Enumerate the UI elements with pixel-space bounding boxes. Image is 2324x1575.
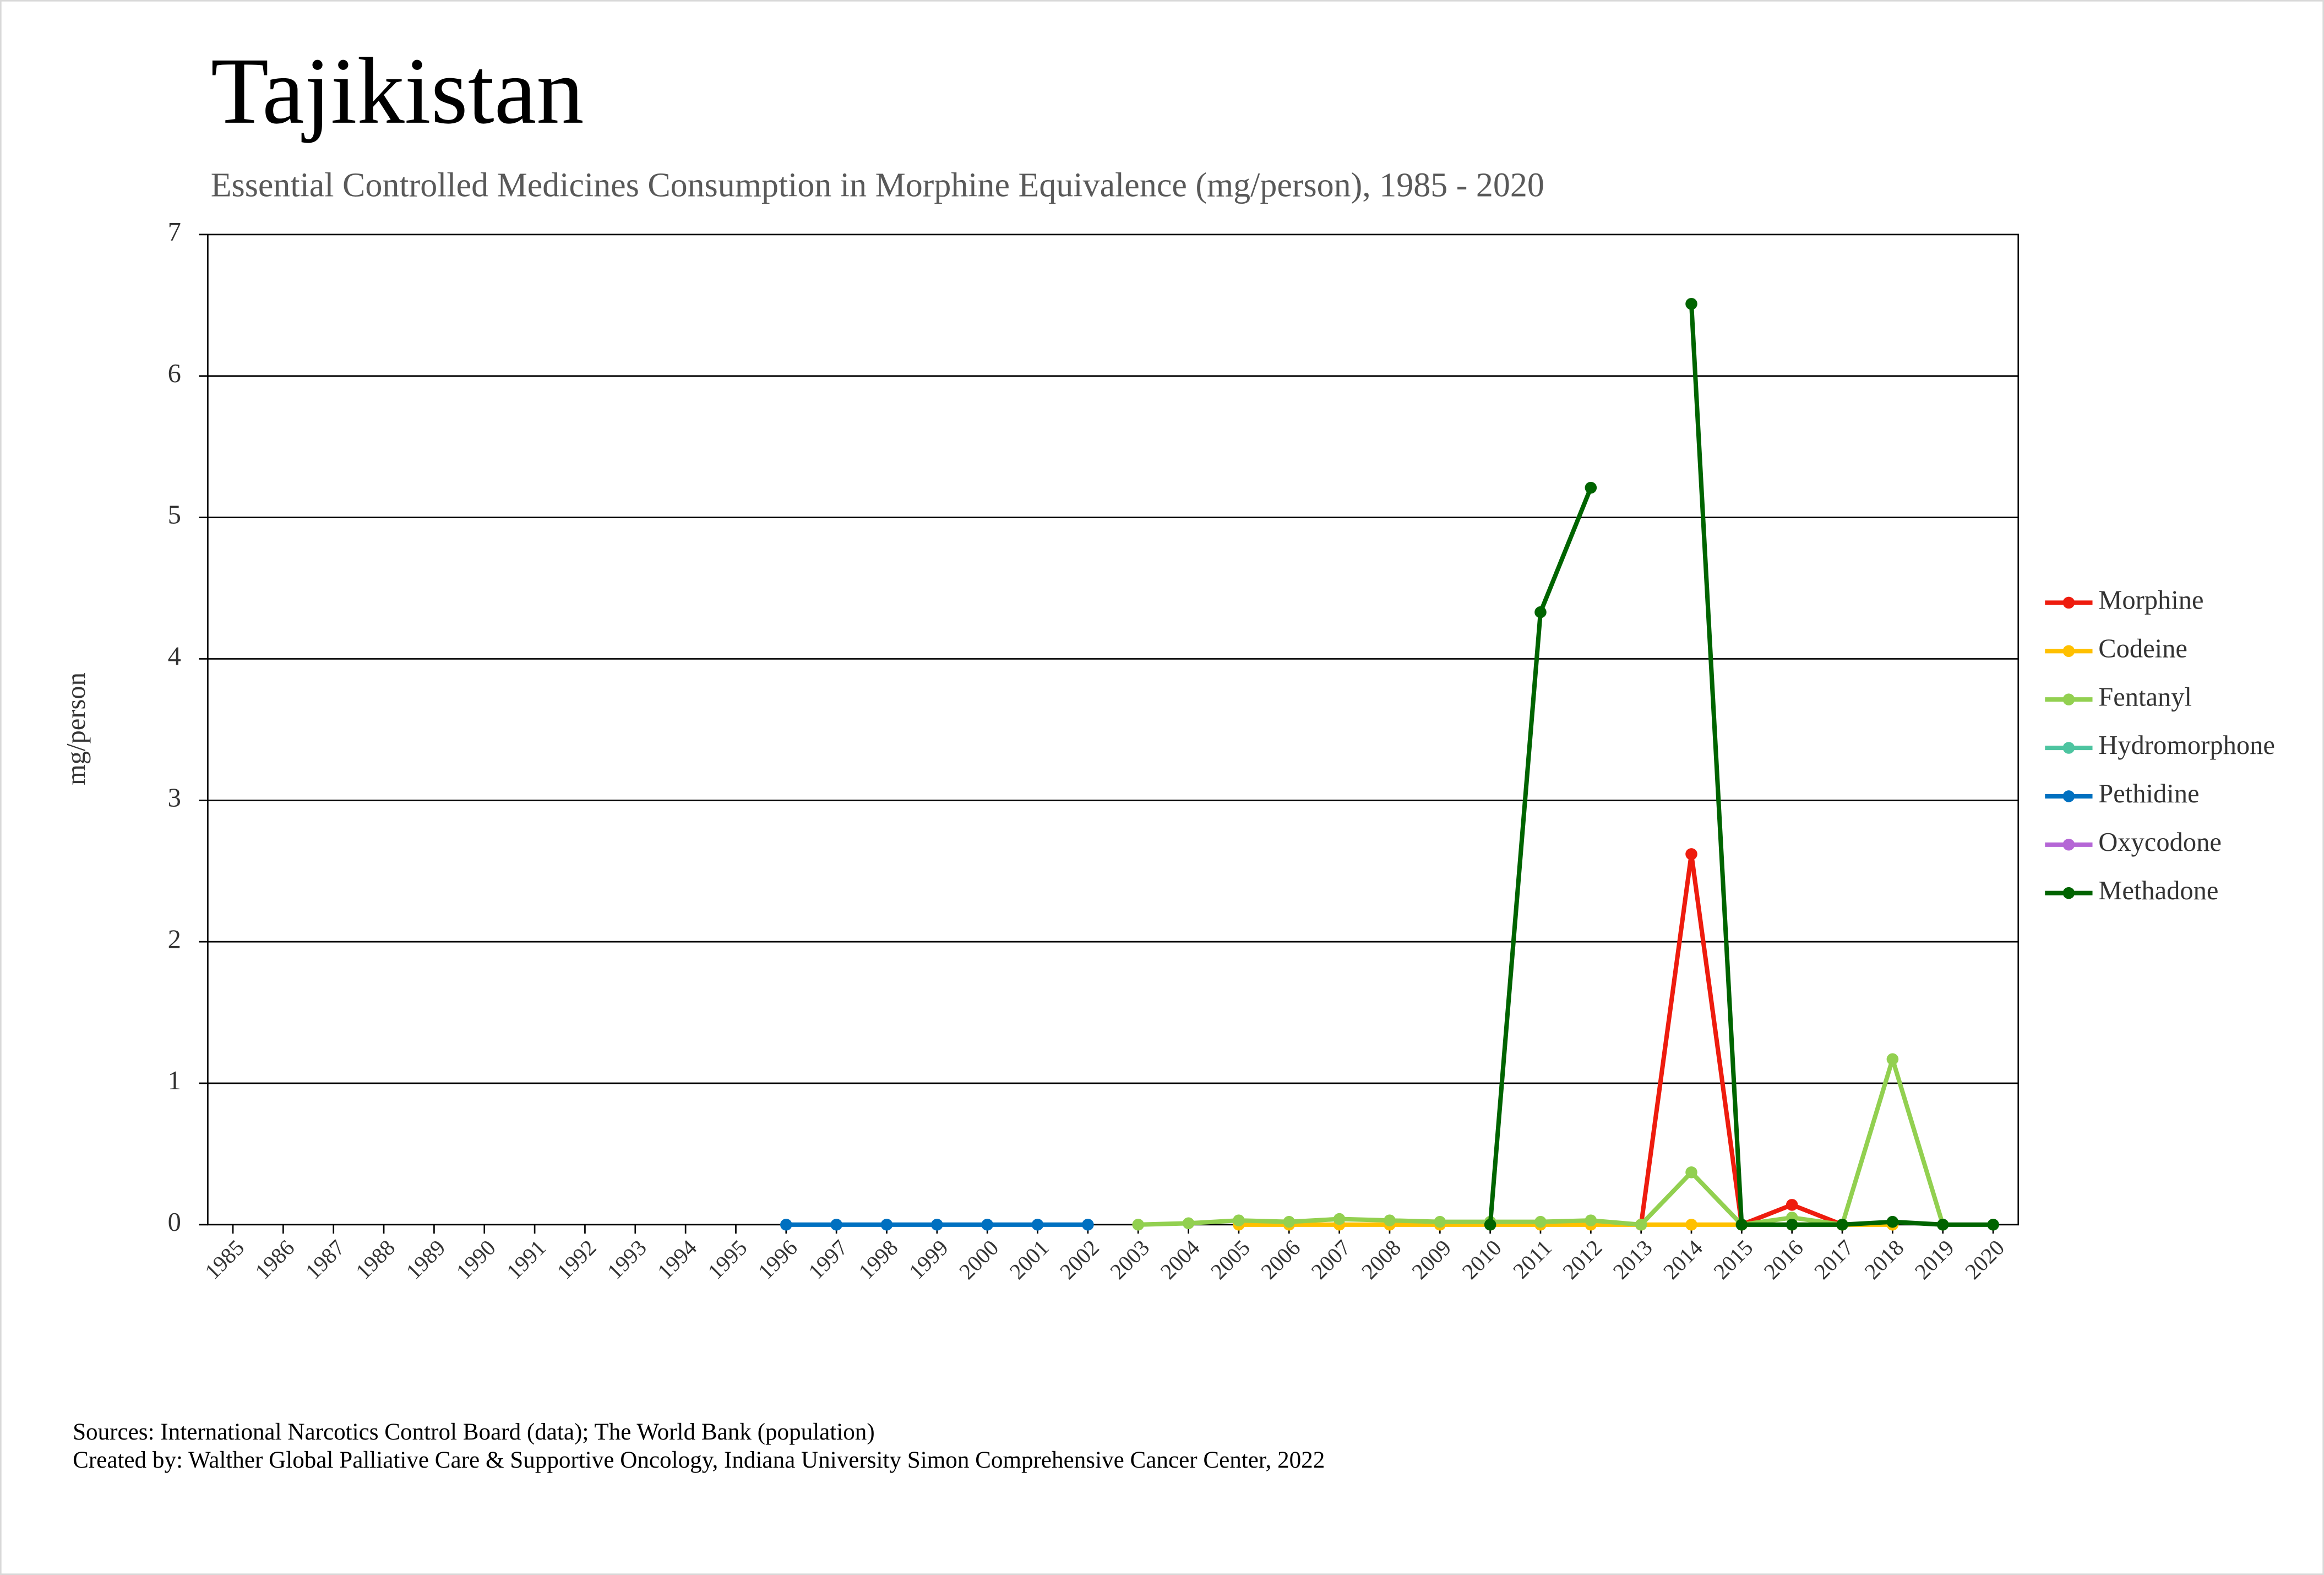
- data-point: [1283, 1215, 1296, 1228]
- data-point: [1685, 848, 1697, 860]
- y-tick-label: 5: [168, 501, 181, 530]
- source-note: Sources: International Narcotics Control…: [73, 1419, 875, 1445]
- y-axis-label: mg/person: [62, 672, 91, 785]
- data-point: [1585, 481, 1597, 494]
- y-tick-label: 7: [168, 218, 181, 247]
- data-point: [1333, 1213, 1346, 1225]
- credit-note: Created by: Walther Global Palliative Ca…: [73, 1447, 1325, 1473]
- plot-frame: [207, 233, 2020, 1226]
- data-point: [1685, 1219, 1697, 1231]
- data-point: [1082, 1219, 1094, 1231]
- data-point: [1685, 297, 1697, 310]
- chart-subtitle: Essential Controlled Medicines Consumpti…: [211, 167, 1544, 204]
- data-point: [830, 1219, 842, 1231]
- data-point: [1031, 1219, 1044, 1231]
- data-point: [1685, 1166, 1697, 1178]
- legend-marker: [2062, 645, 2075, 658]
- data-point: [1484, 1219, 1496, 1231]
- data-point: [880, 1219, 893, 1231]
- data-point: [1132, 1219, 1145, 1231]
- legend-marker: [2062, 693, 2075, 705]
- legend-label: Oxycodone: [2098, 828, 2222, 857]
- data-point: [1836, 1219, 1848, 1231]
- legend-label: Hydromorphone: [2098, 731, 2275, 760]
- legend-marker: [2062, 838, 2075, 851]
- data-point: [981, 1219, 993, 1231]
- data-point: [1585, 1214, 1597, 1226]
- data-point: [1534, 606, 1547, 618]
- y-tick-label: 6: [168, 359, 181, 388]
- y-tick-label: 0: [168, 1208, 181, 1237]
- data-point: [1735, 1219, 1748, 1231]
- legend-label: Morphine: [2098, 586, 2203, 615]
- data-point: [1182, 1217, 1195, 1230]
- y-tick-label: 1: [168, 1066, 181, 1095]
- chart-title: Tajikistan: [211, 39, 584, 144]
- legend-marker: [2062, 887, 2075, 899]
- data-point: [1233, 1214, 1245, 1226]
- data-point: [1786, 1199, 1798, 1211]
- data-point: [1987, 1219, 1999, 1231]
- data-point: [1635, 1219, 1647, 1231]
- y-tick-label: 2: [168, 925, 181, 954]
- data-point: [1384, 1214, 1396, 1226]
- legend-marker: [2062, 790, 2075, 802]
- data-point: [1534, 1215, 1547, 1228]
- data-point: [1886, 1215, 1899, 1228]
- legend-marker: [2062, 596, 2075, 609]
- data-point: [1434, 1215, 1446, 1228]
- legend-label: Pethidine: [2098, 779, 2199, 808]
- data-point: [1936, 1219, 1949, 1231]
- data-point: [1786, 1219, 1798, 1231]
- y-tick-label: 4: [168, 642, 181, 671]
- data-point: [780, 1219, 792, 1231]
- legend-marker: [2062, 742, 2075, 754]
- legend-label: Methadone: [2098, 876, 2218, 905]
- data-point: [1886, 1053, 1899, 1066]
- data-point: [931, 1219, 943, 1231]
- legend-label: Codeine: [2098, 634, 2187, 663]
- legend-label: Fentanyl: [2098, 682, 2192, 712]
- y-tick-label: 3: [168, 783, 181, 812]
